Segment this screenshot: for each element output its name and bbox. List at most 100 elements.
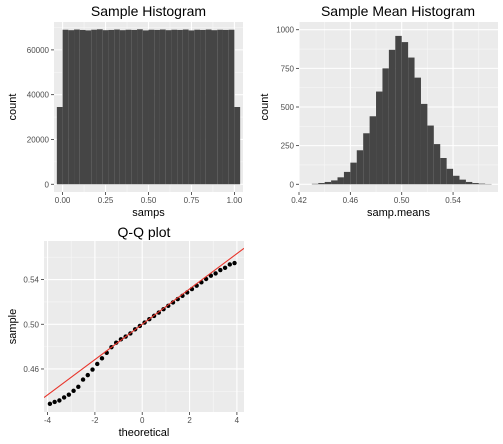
histogram-bar bbox=[165, 30, 172, 185]
qq-point bbox=[66, 392, 72, 397]
histogram-bar bbox=[222, 29, 229, 185]
qq-point bbox=[166, 303, 171, 309]
histogram-bar bbox=[446, 168, 454, 185]
histogram-bar bbox=[182, 29, 189, 185]
qq-point bbox=[90, 367, 95, 372]
histogram-bar bbox=[324, 181, 332, 185]
chart-title: Sample Mean Histogram bbox=[321, 3, 475, 19]
y-axis-label: count bbox=[7, 94, 19, 121]
histogram-bar bbox=[56, 107, 63, 185]
histogram-bar bbox=[159, 29, 166, 185]
histogram-bar bbox=[131, 29, 138, 185]
histogram-bar bbox=[395, 35, 402, 185]
histogram-bar bbox=[376, 91, 383, 185]
histogram-bar bbox=[85, 30, 92, 185]
histogram-bar bbox=[331, 180, 338, 185]
histogram-bar bbox=[188, 30, 195, 185]
x-tick-label: 0.00 bbox=[55, 196, 71, 205]
chart-panel-1: 0.00 0.25 0.50 0.75 1.00 0 20000 40000 60000 Samp… bbox=[7, 3, 243, 219]
x-tick-label: 2 bbox=[187, 416, 192, 425]
qq-point bbox=[76, 384, 81, 390]
y-tick-label: 1000 bbox=[276, 26, 294, 35]
x-tick-label: 0 bbox=[140, 416, 145, 425]
plot-background bbox=[44, 241, 244, 412]
histogram-bar bbox=[102, 30, 109, 185]
histogram-bar bbox=[363, 133, 370, 185]
histogram-bar bbox=[401, 42, 409, 185]
qq-reference-line bbox=[44, 247, 244, 398]
histogram-bar bbox=[427, 125, 434, 185]
histogram-bar bbox=[108, 29, 115, 185]
x-tick-label: 0.50 bbox=[141, 196, 157, 205]
histogram-bar bbox=[440, 158, 447, 185]
histogram-bar bbox=[433, 144, 441, 185]
x-tick-label: 0.50 bbox=[394, 196, 410, 205]
histogram-bar bbox=[343, 171, 351, 185]
qq-point bbox=[85, 372, 90, 378]
histogram-bar bbox=[228, 29, 235, 185]
histogram-bar bbox=[137, 29, 143, 185]
qq-point bbox=[71, 388, 76, 393]
histogram-bar bbox=[337, 177, 344, 185]
qq-point bbox=[227, 262, 232, 267]
qq-point bbox=[222, 265, 228, 271]
histogram-bar bbox=[200, 29, 206, 185]
qq-point bbox=[213, 271, 218, 276]
histogram-bar bbox=[154, 29, 160, 185]
histogram-bar bbox=[68, 30, 75, 185]
y-tick-label: 40000 bbox=[27, 91, 50, 100]
histogram-bar bbox=[382, 68, 389, 185]
histogram-bar bbox=[234, 107, 241, 185]
x-tick-label: 1.00 bbox=[227, 196, 243, 205]
x-tick-label: 0.54 bbox=[445, 196, 461, 205]
y-tick-label: 20000 bbox=[27, 135, 50, 144]
histogram-bar bbox=[177, 29, 183, 185]
histogram-bar bbox=[356, 150, 364, 185]
qq-point bbox=[61, 395, 67, 400]
x-tick-label: -2 bbox=[91, 416, 99, 425]
qq-point bbox=[218, 267, 223, 273]
histogram-bar bbox=[96, 29, 103, 185]
histogram-bar bbox=[62, 29, 69, 185]
histogram-bar bbox=[205, 29, 212, 185]
chart-title: Sample Histogram bbox=[91, 3, 206, 19]
y-tick-label: 0 bbox=[290, 180, 295, 189]
histogram-bar bbox=[171, 29, 178, 185]
histogram-bars bbox=[56, 29, 241, 185]
qq-point bbox=[113, 340, 119, 345]
chart-panel-3: -4 -2 0 2 4 0.46 0.50 0.54 Q-Q plot theoretical sa… bbox=[7, 224, 244, 439]
chart-panel-2: 0.42 0.46 0.50 0.54 0 250 500 750 1000 Sample Mea… bbox=[259, 3, 498, 219]
histogram-bar bbox=[74, 29, 80, 185]
histogram-bar bbox=[453, 175, 460, 185]
histogram-bar bbox=[142, 30, 149, 185]
histogram-bar bbox=[318, 183, 325, 185]
qq-point bbox=[99, 356, 105, 361]
gridlines bbox=[44, 241, 244, 412]
x-tick-label: 4 bbox=[235, 416, 240, 425]
y-tick-label: 0 bbox=[45, 180, 50, 189]
histogram-bar bbox=[91, 29, 97, 185]
x-tick-label: 0.75 bbox=[184, 196, 200, 205]
x-tick-label: 0.46 bbox=[343, 196, 359, 205]
histogram-bar bbox=[459, 179, 466, 185]
x-axis-label: theoretical bbox=[119, 427, 170, 439]
histogram-bar bbox=[119, 30, 126, 185]
y-tick-label: 60000 bbox=[27, 46, 50, 55]
qq-point bbox=[170, 300, 176, 305]
x-axis-label: samp.means bbox=[367, 207, 430, 219]
histogram-bar bbox=[369, 116, 377, 185]
histogram-bar bbox=[478, 183, 486, 185]
x-tick-label: 0.25 bbox=[98, 196, 114, 205]
y-tick-label: 0.46 bbox=[23, 365, 39, 374]
histogram-bar bbox=[194, 29, 201, 185]
qq-point bbox=[47, 401, 53, 407]
histogram-bars bbox=[311, 35, 492, 185]
histogram-bar bbox=[420, 103, 428, 185]
axis-ticks: 0.00 0.25 0.50 0.75 1.00 0 20000 40000 60000 bbox=[27, 46, 243, 205]
chart-title: Q-Q plot bbox=[118, 224, 171, 240]
y-axis-label: sample bbox=[7, 309, 19, 344]
qq-point bbox=[232, 260, 237, 266]
y-tick-label: 250 bbox=[281, 142, 295, 151]
histogram-bar bbox=[148, 29, 155, 185]
